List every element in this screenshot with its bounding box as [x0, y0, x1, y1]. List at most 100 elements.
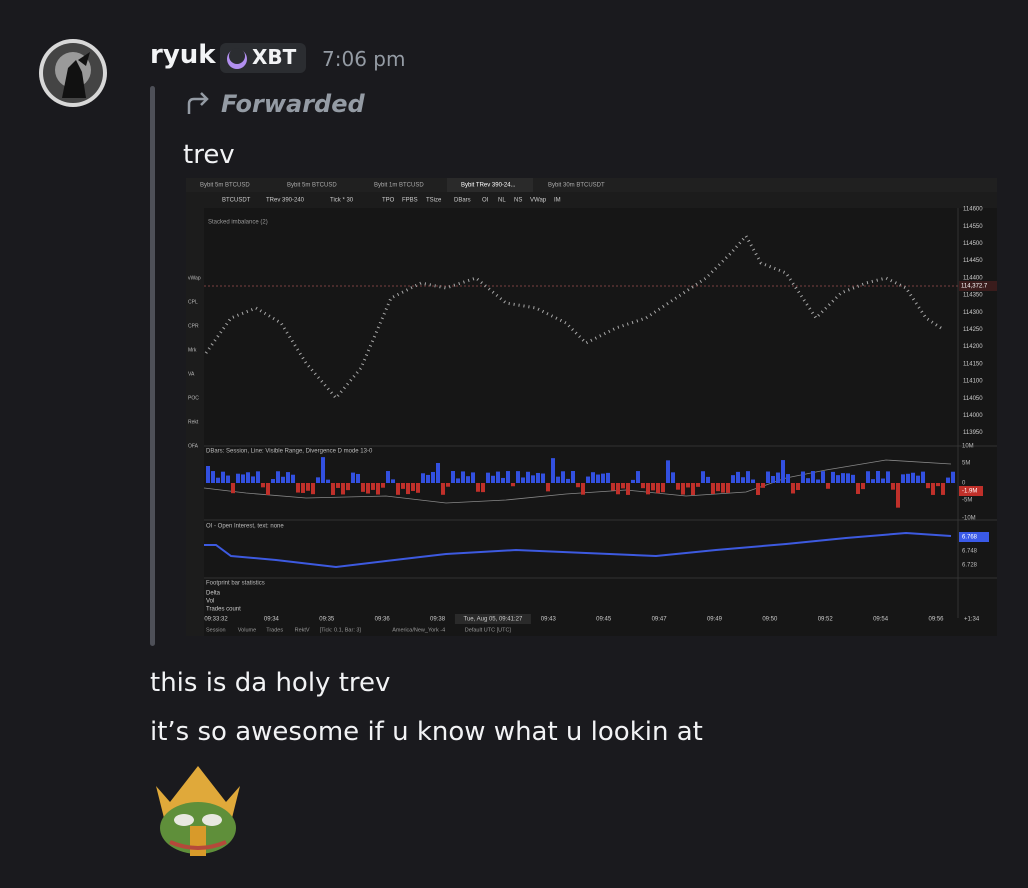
decor-bar	[466, 476, 470, 483]
dbars-label: 10M	[962, 444, 974, 450]
decor-bar	[531, 475, 535, 483]
decor-bar	[771, 475, 775, 483]
decor-bar	[591, 472, 595, 483]
message-line: it’s so awesome if u know what u lookin …	[150, 717, 703, 747]
footprint-row: Vol	[206, 599, 214, 605]
username[interactable]: ryuk	[150, 40, 216, 70]
forward-bar	[150, 86, 155, 646]
tab: Bybit 1m BTCUSD	[374, 183, 424, 189]
decor-bar	[871, 479, 875, 483]
toolbar-item: VWap	[530, 198, 547, 204]
price-label: 114150	[963, 361, 983, 367]
sidebar	[186, 208, 204, 636]
decor-bar	[856, 483, 860, 494]
decor-bar	[541, 473, 545, 483]
price-label: 114300	[963, 310, 983, 316]
decor-bar	[596, 474, 600, 483]
decor-bar	[561, 471, 565, 483]
oi-value-box	[959, 532, 989, 542]
decor-bar	[446, 483, 450, 487]
decor-bar	[776, 472, 780, 483]
timestamp: 7:06 pm	[322, 47, 406, 71]
decor-bar	[676, 483, 680, 490]
price-label: 114200	[963, 344, 983, 350]
decor-bar	[506, 471, 510, 483]
tag-badge[interactable]: XBT	[220, 43, 306, 73]
decor-bar	[546, 483, 550, 492]
decor-bar	[421, 473, 425, 483]
decor-bar	[471, 472, 475, 483]
decor-bar	[836, 475, 840, 483]
decor-bar	[361, 483, 365, 492]
decor-bar	[566, 478, 570, 483]
emoji[interactable]	[150, 762, 246, 860]
sidebar-item: VA	[188, 371, 195, 377]
decor-bar	[391, 479, 395, 483]
decor-bar	[661, 483, 665, 493]
decor-bar	[411, 483, 415, 491]
decor-bar	[526, 471, 530, 483]
decor-bar	[921, 471, 925, 483]
decor-bar	[476, 483, 480, 492]
toolbar-item: OI	[482, 198, 489, 204]
toolbar-item: NL	[498, 198, 506, 204]
dbars-label: 5M	[962, 461, 970, 467]
decor-bar	[351, 472, 355, 483]
decor-bar	[296, 483, 300, 493]
screenshot[interactable]: Bybit 5m BTCUSD Bybit 5m BTCUSD Bybit 1m B…	[186, 178, 997, 636]
decor-bar	[896, 483, 900, 508]
time-label: 09:47	[652, 617, 668, 623]
toolbar	[186, 192, 997, 208]
decor-bar	[716, 483, 720, 492]
price-label: 113950	[963, 430, 983, 436]
decor-bar	[931, 483, 935, 495]
price-label: 114250	[963, 327, 983, 333]
decor-bar	[781, 460, 785, 483]
decor-bar	[461, 471, 465, 483]
bottom-item: Session	[206, 627, 226, 633]
price-label: 114500	[963, 241, 983, 247]
decor-bar	[346, 483, 350, 491]
decor-bar	[501, 477, 505, 483]
decor-bar	[481, 483, 485, 493]
price-trace	[204, 233, 942, 401]
tab: Bybit 5m BTCUSD	[287, 183, 337, 189]
decor-bar	[621, 483, 625, 489]
decor-bar	[816, 479, 820, 483]
time-label: 09:49	[707, 617, 723, 623]
decor-bar	[216, 477, 220, 483]
decor-bar	[901, 474, 905, 483]
toolbar-item: TPO	[382, 198, 395, 204]
toolbar-item: TRev 390-240	[266, 198, 305, 204]
decor-bar	[291, 474, 295, 483]
pane-title: OI - Open Interest, text: none	[206, 524, 284, 530]
time-label: 09:38	[430, 617, 446, 623]
decor-bar	[276, 471, 280, 483]
decor-bar	[251, 476, 255, 483]
decor-bar	[756, 483, 760, 495]
decor-bar	[701, 471, 705, 483]
decor-bar	[656, 483, 660, 494]
sidebar-item: OFA	[188, 443, 199, 449]
toolbar-item: FPBS	[402, 198, 418, 204]
tab-active	[447, 178, 533, 192]
sidebar-item: CPL	[188, 299, 198, 305]
decor-bar	[891, 483, 895, 490]
decor-bar	[286, 472, 290, 483]
decor-bar	[671, 472, 675, 483]
decor-bar	[721, 483, 725, 493]
decor-bar	[646, 483, 650, 495]
decor-bar	[841, 473, 845, 483]
decor-bar	[611, 483, 615, 491]
decor-bar	[336, 483, 340, 488]
avatar[interactable]	[38, 38, 108, 108]
decor-bar	[226, 475, 230, 483]
decor-bar	[436, 463, 440, 483]
oi-trace	[204, 531, 952, 569]
decor-bar	[906, 473, 910, 483]
sidebar-item: CPR	[188, 323, 199, 329]
decor-bar	[946, 477, 950, 483]
time-label: Tue, Aug 05, 09:41:27	[464, 617, 523, 623]
decor-bar	[811, 471, 815, 483]
